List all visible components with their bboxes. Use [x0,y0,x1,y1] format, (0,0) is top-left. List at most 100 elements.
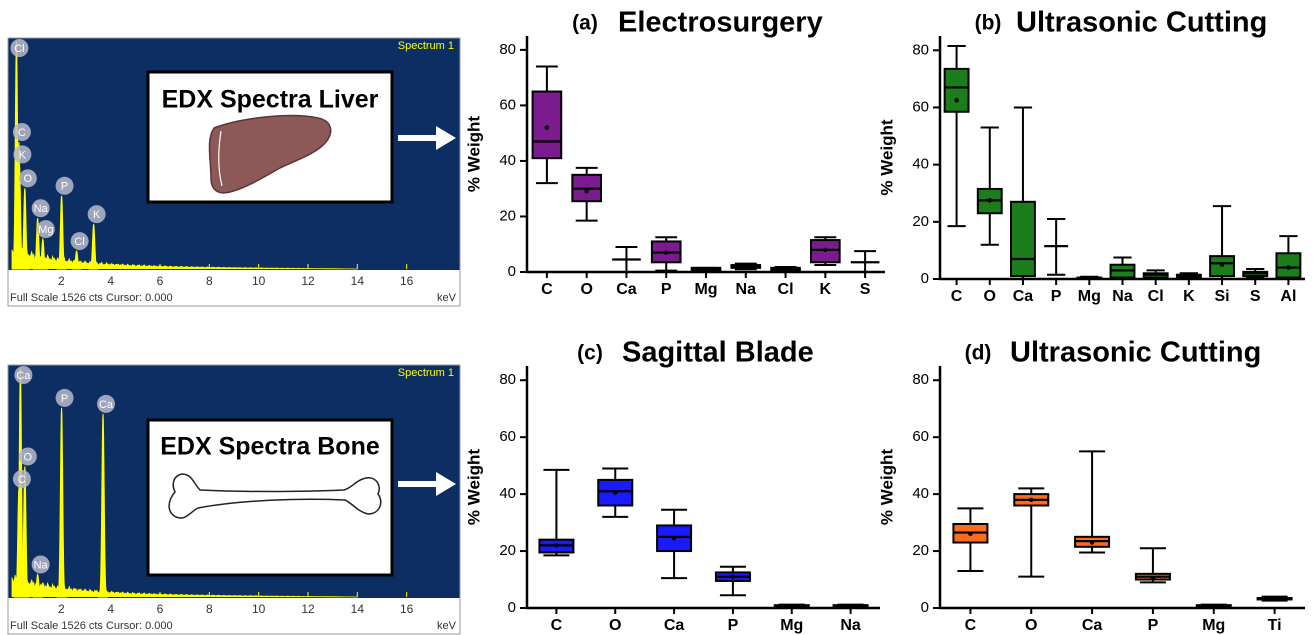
chart-title: Ultrasonic Cutting [1010,337,1261,369]
x-tick-label: Cl [778,281,794,298]
x-tick-label: 10 [252,274,266,288]
inset-title: EDX Spectra Bone [160,433,380,461]
box [533,92,562,159]
mean-marker [613,490,617,494]
x-tick-label: 4 [107,602,114,616]
x-tick-label: O [609,617,621,634]
mean-marker [664,250,668,254]
mean-marker [545,125,549,129]
liver-inset: EDX Spectra Liver [148,72,392,202]
x-tick-label: 6 [157,602,164,616]
x-tick-label: 14 [351,274,365,288]
x-tick-label: P [661,281,672,298]
x-tick-label: 4 [107,274,114,288]
mean-marker [988,198,992,202]
inset-title: EDX Spectra Liver [162,86,379,114]
peak-label: Cl [14,43,24,55]
y-tick-label: 60 [499,428,516,445]
y-tick-label: 40 [912,485,929,502]
peak-label: Ca [99,399,114,411]
peak-label: C [18,127,26,139]
peak-label: P [61,181,68,193]
y-axis-label: % Weight [464,116,483,193]
box [1011,202,1035,276]
chart-title: Electrosurgery [618,7,823,39]
x-tick-label: P [1148,617,1159,634]
figure: CaOCNaPCaSpectrum 1246810121416Full Scal… [0,0,1313,635]
x-tick-label: 16 [400,274,414,288]
x-tick-label: C [965,617,977,634]
x-tick-label: 8 [206,602,213,616]
x-tick-label: 16 [400,602,414,616]
x-tick-label: Al [1280,288,1296,305]
x-tick-label: Ca [1082,617,1103,634]
mean-marker [731,574,735,578]
spectrum-name: Spectrum 1 [398,40,454,52]
y-tick-label: 80 [499,371,516,388]
mean-marker [823,248,827,252]
spectrum-footer: Full Scale 1526 cts Cursor: 0.000 [10,292,173,304]
x-tick-label: Mg [1078,288,1101,305]
x-tick-label: 6 [157,274,164,288]
panel-label: (b) [975,12,1002,35]
panel-label: (a) [572,12,598,35]
x-axis-label: keV [437,292,457,304]
mean-marker [554,543,558,547]
y-axis-label: % Weight [877,119,896,196]
x-tick-label: O [580,281,592,298]
peak-label: O [24,173,33,185]
chart-title: Sagittal Blade [622,337,814,369]
x-tick-label: Mg [780,617,803,634]
x-tick-label: S [860,281,871,298]
boxplot-panel: (d)Ultrasonic Cutting% Weight020406080CO… [877,337,1305,635]
boxplot-layer: (a) Electrosurgery % Weight 0 20 40 60 80 C O Ca P M… [464,7,1305,635]
mean-marker [672,536,676,540]
y-tick-label: 40 [499,152,516,169]
x-tick-label: Na [1112,288,1133,305]
mean-marker [1286,265,1290,269]
x-tick-label: C [541,281,553,298]
x-tick-label: Na [840,617,861,634]
peak-label: O [24,451,33,463]
peak-label: P [61,393,68,405]
x-tick-label: K [820,281,832,298]
box [945,69,969,112]
peak-label: K [93,209,101,221]
x-tick-label: Si [1214,288,1229,305]
x-tick-label: C [551,617,563,634]
bone-inset: EDX Spectra Bone [148,420,392,575]
spectrum-name: Spectrum 1 [398,367,454,379]
y-tick-label: 80 [912,371,929,388]
x-tick-label: O [984,288,996,305]
x-tick-label: Ti [1268,617,1282,634]
peak-label: Ca [16,370,31,382]
y-tick-label: 60 [912,428,929,445]
x-tick-label: C [951,288,963,305]
mean-marker [584,189,588,193]
x-tick-label: 14 [351,602,365,616]
x-tick-label: 2 [58,602,65,616]
y-tick-label: 20 [499,207,516,224]
peak-label: Na [34,559,49,571]
y-tick-label: 20 [912,213,929,230]
mean-marker [1029,498,1033,502]
x-tick-label: 2 [58,274,65,288]
x-tick-label: K [1183,288,1195,305]
x-tick-label: 12 [301,602,315,616]
chart-title: Ultrasonic Cutting [1016,7,1267,39]
y-tick-label: 20 [912,542,929,559]
x-tick-label: Mg [1202,617,1225,634]
peak-label: Mg [38,224,53,236]
x-tick-label: 8 [206,274,213,288]
mean-marker [1090,540,1094,544]
x-tick-label: Na [736,281,757,298]
mean-marker [968,532,972,536]
peak-label: Cl [74,236,84,248]
peak-label: C [18,474,26,486]
boxplot-panel: (b)Ultrasonic Cutting% Weight020406080CO… [877,7,1305,306]
y-tick-label: 60 [912,98,929,115]
panel-label: (c) [577,342,603,365]
y-tick-label: 0 [508,263,516,280]
